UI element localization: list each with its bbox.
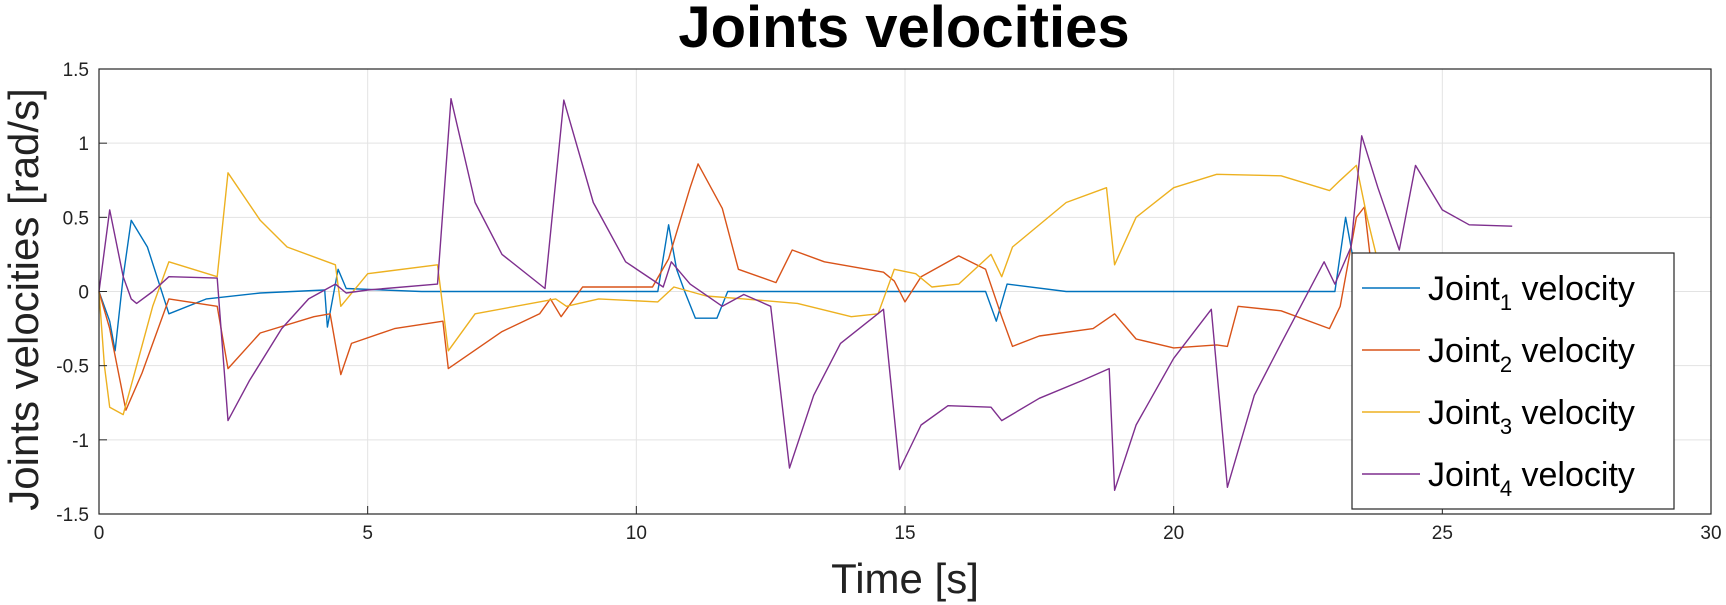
x-tick-label: 25 bbox=[1432, 523, 1453, 544]
y-axis-label: Joints velocities [rad/s] bbox=[0, 88, 47, 511]
y-tick-label: -0.5 bbox=[56, 357, 89, 378]
y-tick-label: 1 bbox=[78, 134, 89, 155]
legend-name: Joint bbox=[1428, 332, 1500, 370]
y-tick-label: -1.5 bbox=[56, 505, 89, 526]
legend-entry-joint1: Joint1 velocity bbox=[1428, 270, 1635, 315]
legend-suffix: velocity bbox=[1512, 332, 1635, 370]
legend-box bbox=[1351, 252, 1675, 510]
legend-entry-joint2: Joint2 velocity bbox=[1428, 332, 1635, 377]
series-line-joint4 bbox=[98, 98, 1513, 491]
legend-subscript: 4 bbox=[1500, 476, 1512, 501]
y-tick-label: 0 bbox=[78, 283, 89, 304]
legend-subscript: 3 bbox=[1500, 414, 1512, 439]
legend-suffix: velocity bbox=[1512, 394, 1635, 432]
legend-suffix: velocity bbox=[1512, 270, 1635, 308]
x-axis-label: Time [s] bbox=[831, 555, 979, 602]
series-line-joint3 bbox=[98, 164, 1379, 416]
series-line-joint1 bbox=[98, 216, 1363, 352]
legend-subscript: 1 bbox=[1500, 290, 1512, 315]
legend-suffix: velocity bbox=[1512, 456, 1635, 494]
y-tick-label: 1.5 bbox=[63, 60, 89, 81]
x-tick-label: 30 bbox=[1700, 523, 1721, 544]
x-tick-label: 20 bbox=[1163, 523, 1184, 544]
series-layer bbox=[98, 98, 1513, 491]
x-tick-label: 0 bbox=[94, 523, 105, 544]
y-tick-label: 0.5 bbox=[63, 208, 89, 229]
x-tick-label: 5 bbox=[362, 523, 373, 544]
legend-subscript: 2 bbox=[1500, 352, 1512, 377]
x-tick-label: 15 bbox=[894, 523, 915, 544]
x-tick-label: 10 bbox=[626, 523, 647, 544]
legend-entry-joint4: Joint4 velocity bbox=[1428, 456, 1635, 501]
y-tick-label: -1 bbox=[72, 431, 89, 452]
legend-entry-joint3: Joint3 velocity bbox=[1428, 394, 1635, 439]
legend-name: Joint bbox=[1428, 456, 1500, 494]
series-line-joint2 bbox=[98, 163, 1384, 411]
chart-title: Joints velocities bbox=[678, 0, 1129, 60]
legend-name: Joint bbox=[1428, 394, 1500, 432]
x-axis-ticks: 0 5 10 15 20 25 30 bbox=[94, 506, 1722, 544]
y-axis-ticks: -1.5 -1 -0.5 0 0.5 1 1.5 bbox=[56, 60, 107, 526]
legend-name: Joint bbox=[1428, 270, 1500, 308]
